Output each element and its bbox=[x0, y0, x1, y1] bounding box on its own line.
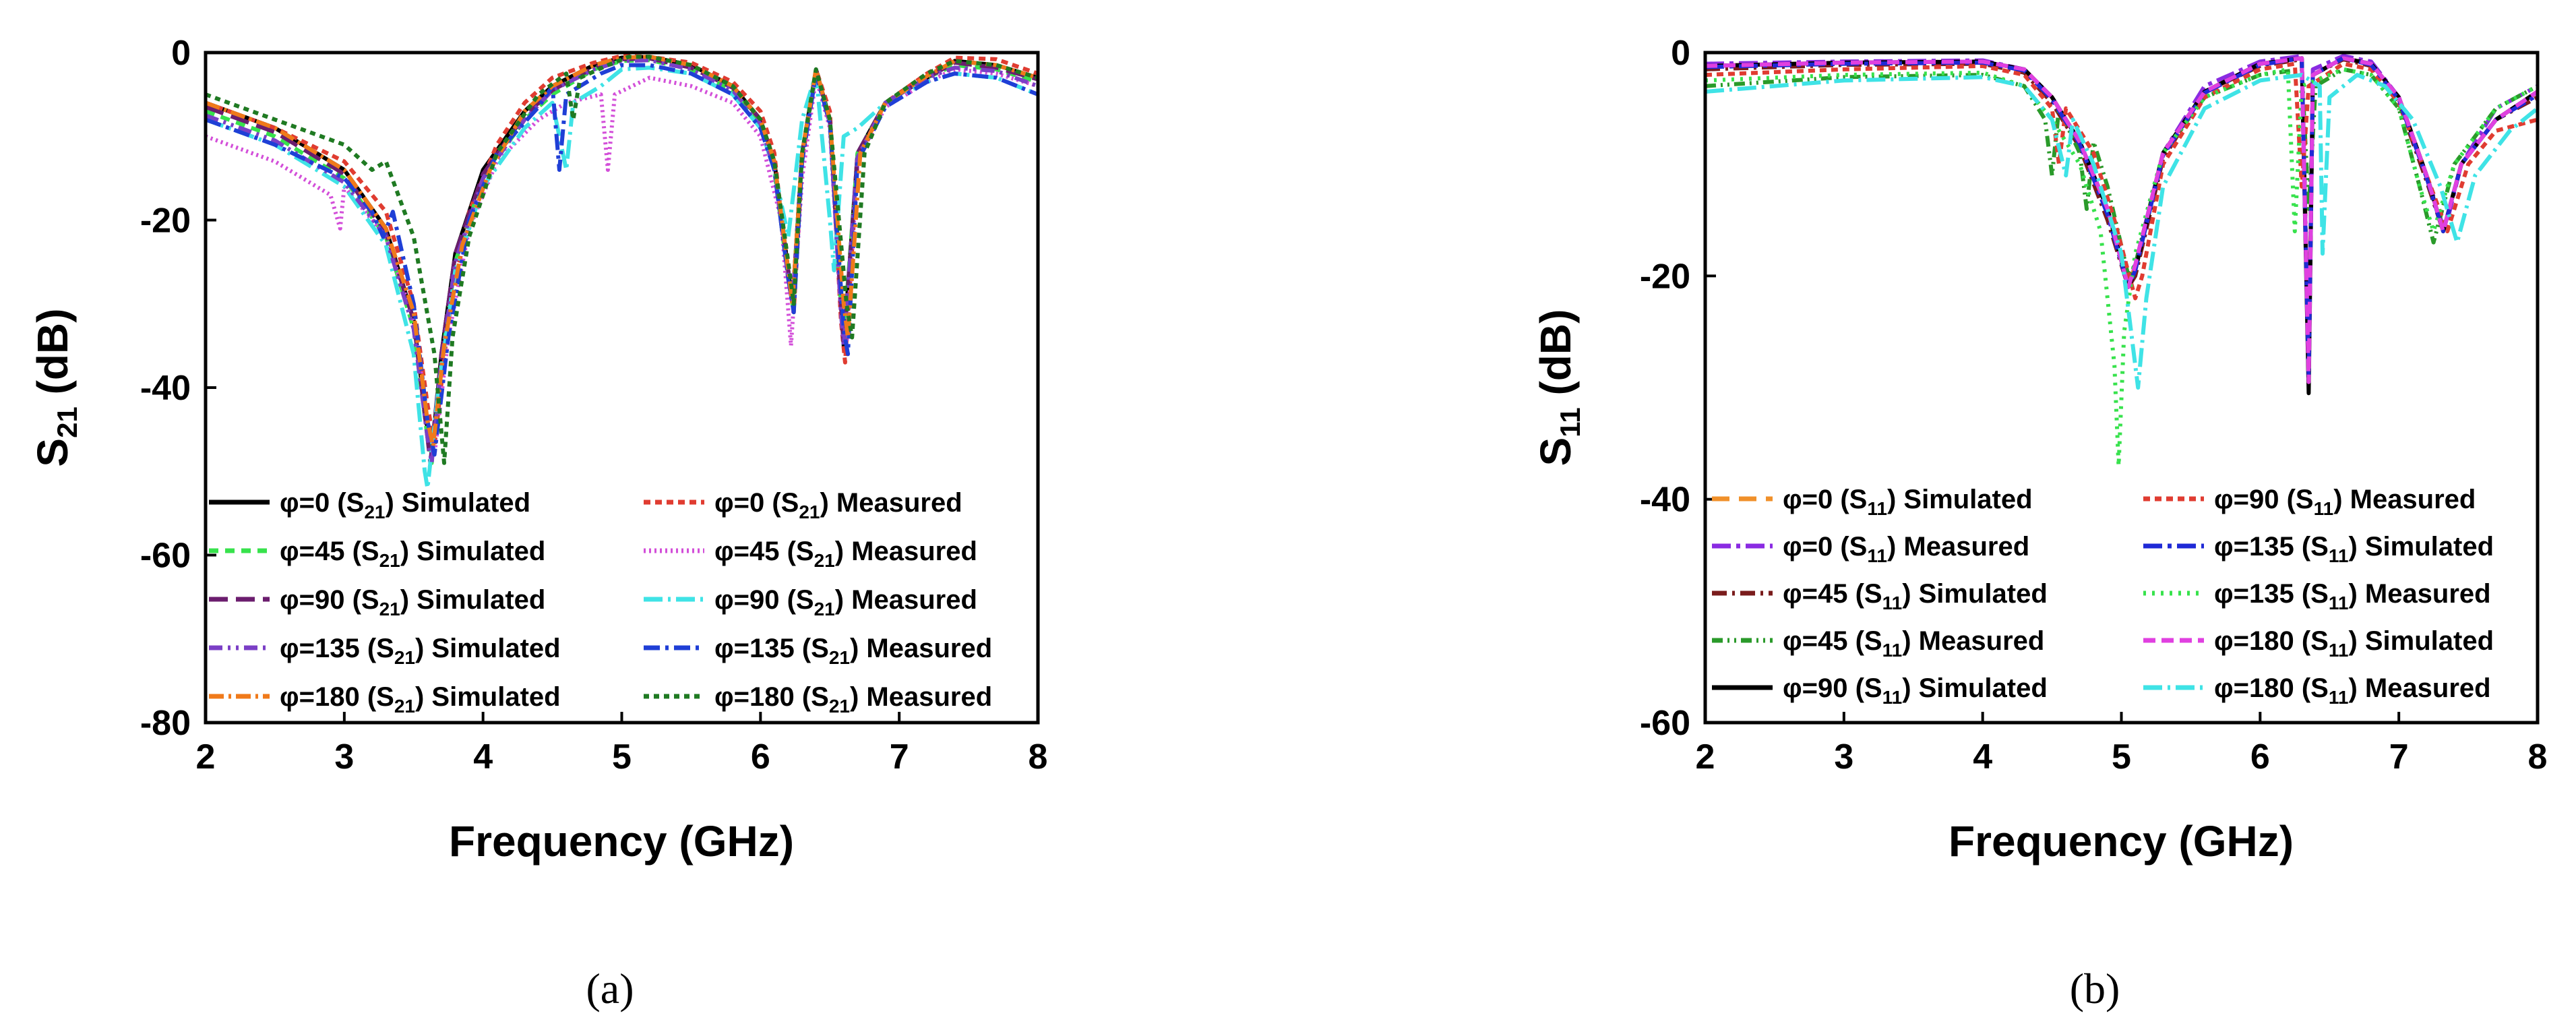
plot-b-legend-label-4: φ=90 (S11) Simulated bbox=[1783, 673, 2048, 708]
plot-a-series-5 bbox=[204, 65, 1039, 491]
plot-b-ylabel: S11 (dB) bbox=[1531, 309, 1586, 466]
plot-a-legend-label-2: φ=45 (S21) Simulated bbox=[280, 537, 545, 571]
plot-a-xtick-label-5: 5 bbox=[612, 737, 632, 777]
plot-a-ylabel: S21 (dB) bbox=[28, 308, 83, 466]
panel-a: 2 3 4 5 6 7 8 0 -20 -40 -60 -80 Frequency (GHz) S21… bbox=[28, 34, 1047, 1012]
plot-a-xlabel: Frequency (GHz) bbox=[449, 817, 794, 866]
plot-a-xtick-label-2: 2 bbox=[196, 737, 216, 777]
plot-b-series-5 bbox=[1705, 61, 2538, 301]
plot-a-series-8 bbox=[204, 55, 1039, 448]
plot-a-series-7 bbox=[204, 63, 1039, 457]
plot-b-xlabel: Frequency (GHz) bbox=[1949, 817, 2294, 866]
plot-a-xtick-label-7: 7 bbox=[890, 737, 909, 777]
panel-b: 2 3 4 5 6 7 8 0 -20 -40 -60 Frequency (GHz) S11 (d… bbox=[1531, 34, 2547, 1012]
plot-b-series-8 bbox=[1705, 56, 2539, 384]
plot-a-xtick-label-6: 6 bbox=[751, 737, 770, 777]
plot-a-legend-label-4: φ=90 (S21) Simulated bbox=[280, 585, 545, 619]
plot-b-series-9 bbox=[1705, 73, 2539, 390]
plot-b-legend-label-6: φ=135 (S11) Simulated bbox=[2214, 532, 2494, 566]
plot-a-xtick-label-8: 8 bbox=[1029, 737, 1048, 777]
plot-a-legend-label-5: φ=90 (S21) Measured bbox=[714, 585, 977, 619]
plot-b-xtick-label-5: 5 bbox=[2112, 737, 2131, 777]
plot-a-series-9 bbox=[204, 55, 1039, 465]
plot-b-ytick-label--40: -40 bbox=[1640, 481, 1690, 520]
plot-a-ytick-label--80: -80 bbox=[140, 704, 191, 743]
plot-a-legend-label-9: φ=180 (S21) Measured bbox=[714, 682, 992, 717]
panel-b-label: (b) bbox=[2070, 965, 2120, 1012]
plot-a-legend-label-3: φ=45 (S21) Measured bbox=[714, 537, 977, 571]
plot-b-xtick-label-8: 8 bbox=[2528, 737, 2548, 777]
plot-b-xtick-label-7: 7 bbox=[2389, 737, 2409, 777]
plot-b-legend-label-1: φ=0 (S11) Measured bbox=[1783, 532, 2029, 566]
plot-b-ytick-label--20: -20 bbox=[1640, 257, 1690, 296]
panel-a-label: (a) bbox=[586, 965, 634, 1012]
plot-b-xtick-label-3: 3 bbox=[1834, 737, 1853, 777]
plot-b-ytick-label--60: -60 bbox=[1640, 704, 1690, 743]
plot-b-legend: φ=0 (S11) Simulated φ=90 (S11) Measured φ=… bbox=[1712, 485, 2494, 708]
plot-b-legend-label-9: φ=180 (S11) Measured bbox=[2214, 673, 2491, 708]
plot-a-ytick-label--40: -40 bbox=[140, 369, 191, 408]
plot-a-xtick-label-4: 4 bbox=[473, 737, 493, 777]
plot-a-ytick-label--20: -20 bbox=[140, 202, 191, 241]
plot-a-series-6 bbox=[204, 58, 1039, 465]
plot-b-legend-label-3: φ=45 (S11) Measured bbox=[1783, 626, 2044, 661]
plot-b-legend-label-8: φ=180 (S11) Simulated bbox=[2214, 626, 2494, 661]
plot-a-legend-label-0: φ=0 (S21) Simulated bbox=[280, 488, 530, 522]
plot-a-ytick-label-0: 0 bbox=[171, 34, 191, 73]
plot-a-legend-label-7: φ=135 (S21) Measured bbox=[714, 634, 992, 668]
plot-b-xtick-label-4: 4 bbox=[1973, 737, 1992, 777]
plot-a-ytick-label--60: -60 bbox=[140, 537, 191, 576]
plot-a-legend-label-8: φ=180 (S21) Simulated bbox=[280, 682, 561, 717]
plot-a-legend-label-6: φ=135 (S21) Simulated bbox=[280, 634, 561, 668]
plot-b-legend-label-0: φ=0 (S11) Simulated bbox=[1783, 485, 2033, 519]
plot-b-ytick-label-0: 0 bbox=[1671, 34, 1690, 73]
plot-b-legend-label-7: φ=135 (S11) Measured bbox=[2214, 579, 2491, 613]
plot-b-xtick-label-6: 6 bbox=[2250, 737, 2270, 777]
plot-b-legend-label-2: φ=45 (S11) Simulated bbox=[1783, 579, 2048, 613]
plot-a-legend-label-1: φ=0 (S21) Measured bbox=[714, 488, 962, 522]
plot-a-xtick-label-3: 3 bbox=[334, 737, 354, 777]
plot-b-legend-label-5: φ=90 (S11) Measured bbox=[2214, 485, 2476, 519]
plot-a-legend: φ=0 (S21) Simulated φ=0 (S21) Measured φ=4… bbox=[209, 488, 992, 717]
plot-b-xtick-label-2: 2 bbox=[1696, 737, 1715, 777]
